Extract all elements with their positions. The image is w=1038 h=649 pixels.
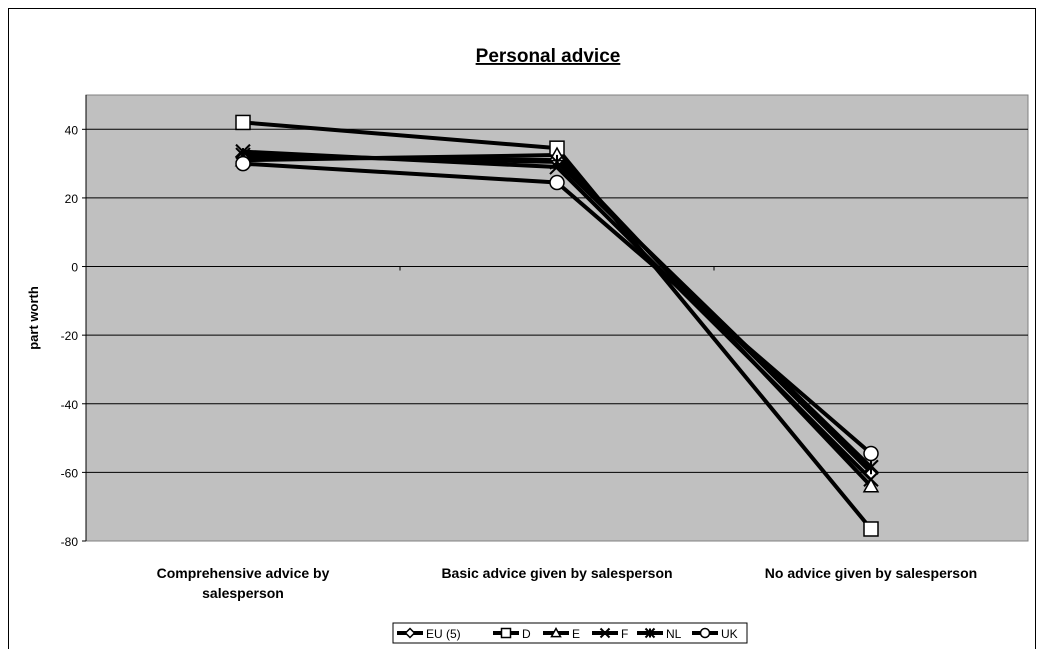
y-axis: 40 20 0 -20 -40 -60 -80: [61, 95, 87, 549]
chart-title: Personal advice: [476, 46, 621, 67]
marker-diamond: [404, 627, 416, 639]
marker-x: [863, 471, 879, 487]
x-axis: Comprehensive advice by salesperson Basic …: [157, 266, 977, 601]
marker-square: [500, 627, 512, 639]
marker-x-stroke: [863, 471, 879, 487]
legend-label: EU (5): [426, 627, 461, 641]
marker-x-stroke: [599, 627, 611, 639]
legend-label: F: [621, 627, 628, 641]
marker-circle: [699, 627, 711, 639]
y-tick-label: 40: [65, 123, 79, 137]
y-tick-label: -60: [61, 466, 79, 480]
marker-square: [863, 521, 879, 537]
legend: EU (5) D E F NL UK: [392, 622, 748, 644]
marker-circle: [863, 445, 879, 462]
y-tick-label: -80: [61, 535, 79, 549]
y-axis-title: part worth: [26, 286, 41, 350]
legend-label: UK: [721, 627, 738, 641]
marker-circle: [549, 174, 565, 191]
legend-label: D: [522, 627, 531, 641]
marker-triangle: [550, 626, 562, 638]
marker-x: [599, 627, 611, 639]
marker-circle: [235, 155, 251, 172]
legend-box: [392, 622, 748, 644]
x-tick-label: Comprehensive advice by: [157, 565, 330, 581]
y-tick-label: -20: [61, 329, 79, 343]
y-tick-label: 0: [71, 261, 78, 275]
marker-star: [644, 627, 656, 639]
series-markers: [234, 114, 880, 537]
x-tick-label: Basic advice given by salesperson: [441, 565, 672, 581]
x-tick-label: salesperson: [202, 585, 284, 601]
marker-star: [863, 459, 879, 475]
marker-triangle: [862, 477, 880, 493]
x-tick-label: No advice given by salesperson: [765, 565, 977, 581]
legend-label: NL: [666, 627, 682, 641]
marker-square: [235, 114, 251, 131]
y-tick-label: -40: [61, 398, 79, 412]
y-tick-label: 20: [65, 192, 79, 206]
marker-star: [549, 154, 565, 170]
legend-label: E: [572, 627, 580, 641]
